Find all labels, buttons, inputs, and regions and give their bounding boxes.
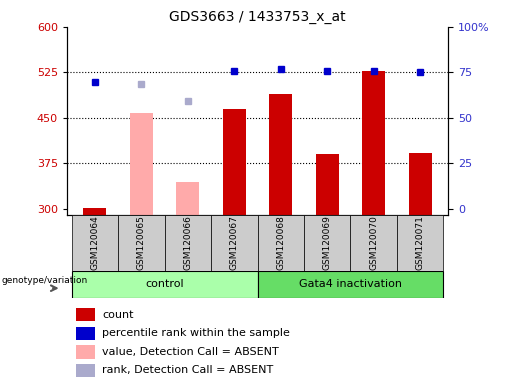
Text: GSM120066: GSM120066 (183, 215, 192, 270)
Bar (83, 208, 107, 215)
Bar (222, 109, 246, 215)
Bar (76, 326, 95, 340)
Text: count: count (102, 310, 133, 320)
Bar (76, 364, 95, 377)
Bar (258, 215, 304, 271)
Title: GDS3663 / 1433753_x_at: GDS3663 / 1433753_x_at (169, 10, 346, 25)
Text: GSM120067: GSM120067 (230, 215, 239, 270)
Text: GSM120071: GSM120071 (416, 215, 425, 270)
Bar (397, 215, 443, 271)
Text: GSM120064: GSM120064 (90, 215, 99, 270)
Bar (362, 71, 385, 215)
Bar (76, 345, 95, 359)
Bar (211, 215, 258, 271)
Text: percentile rank within the sample: percentile rank within the sample (102, 328, 290, 338)
Bar (176, 182, 199, 215)
Text: value, Detection Call = ABSENT: value, Detection Call = ABSENT (102, 347, 279, 357)
Bar (304, 215, 350, 271)
Bar (72, 271, 258, 298)
Text: rank, Detection Call = ABSENT: rank, Detection Call = ABSENT (102, 366, 273, 376)
Bar (316, 154, 339, 215)
Bar (408, 152, 432, 215)
Bar (350, 215, 397, 271)
Text: genotype/variation: genotype/variation (2, 276, 88, 285)
Text: GSM120068: GSM120068 (276, 215, 285, 270)
Bar (76, 308, 95, 321)
Bar (165, 215, 211, 271)
Bar (118, 215, 165, 271)
Text: Gata4 inactivation: Gata4 inactivation (299, 279, 402, 289)
Bar (269, 94, 293, 215)
Text: GSM120069: GSM120069 (323, 215, 332, 270)
Text: GSM120065: GSM120065 (137, 215, 146, 270)
Bar (130, 113, 153, 215)
Bar (72, 215, 118, 271)
Text: control: control (145, 279, 184, 289)
Text: GSM120070: GSM120070 (369, 215, 378, 270)
Bar (258, 271, 443, 298)
